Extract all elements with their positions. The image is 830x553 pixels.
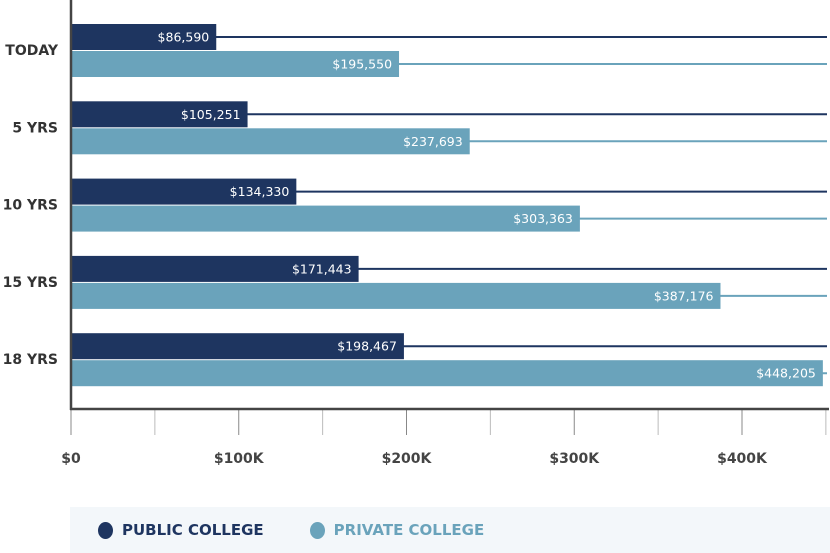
category-label: 18 YRS (3, 352, 58, 368)
bar-public (71, 255, 359, 282)
bar-private (71, 51, 400, 77)
legend-label-private: PRIVATE COLLEGE (333, 521, 485, 539)
x-tick-label: $100K (214, 451, 265, 467)
bar-public (71, 333, 404, 360)
bar-chart: $0 $100K $200K $300K $400K TODAY $86,590 $195,5… (3, 0, 829, 467)
legend-item-private: PRIVATE COLLEGE (309, 521, 485, 539)
legend: PUBLIC COLLEGE PRIVATE COLLEGE (70, 507, 830, 553)
bar-private (71, 205, 580, 232)
category-label: 10 YRS (3, 198, 58, 214)
category-label: 15 YRS (3, 275, 58, 291)
data-label: $195,550 (332, 57, 392, 72)
data-label: $105,251 (181, 107, 241, 122)
legend-swatch-private (309, 521, 325, 539)
x-tick-label: $0 (61, 451, 81, 467)
data-label: $171,443 (292, 261, 352, 276)
category-label: 5 YRS (12, 120, 58, 136)
data-label: $198,467 (337, 339, 397, 354)
data-label: $448,205 (756, 366, 816, 381)
x-tick-label: $200K (382, 451, 433, 467)
bar-private (71, 360, 823, 387)
x-tick-label: $400K (717, 451, 768, 467)
data-label: $134,330 (230, 184, 290, 199)
bar-public (71, 24, 217, 50)
data-label: $303,363 (513, 211, 573, 226)
legend-item-public: PUBLIC COLLEGE (98, 521, 264, 539)
bar-public (71, 178, 297, 205)
legend-label-public: PUBLIC COLLEGE (122, 521, 264, 539)
bar-public (71, 101, 248, 128)
bar-private (71, 282, 721, 309)
data-label: $387,176 (654, 288, 714, 303)
x-tick-label: $300K (549, 451, 600, 467)
bar-private (71, 128, 470, 155)
legend-swatch-public (98, 521, 113, 539)
category-label: TODAY (5, 43, 59, 59)
data-label: $237,693 (403, 134, 463, 149)
data-label: $86,590 (158, 30, 210, 45)
